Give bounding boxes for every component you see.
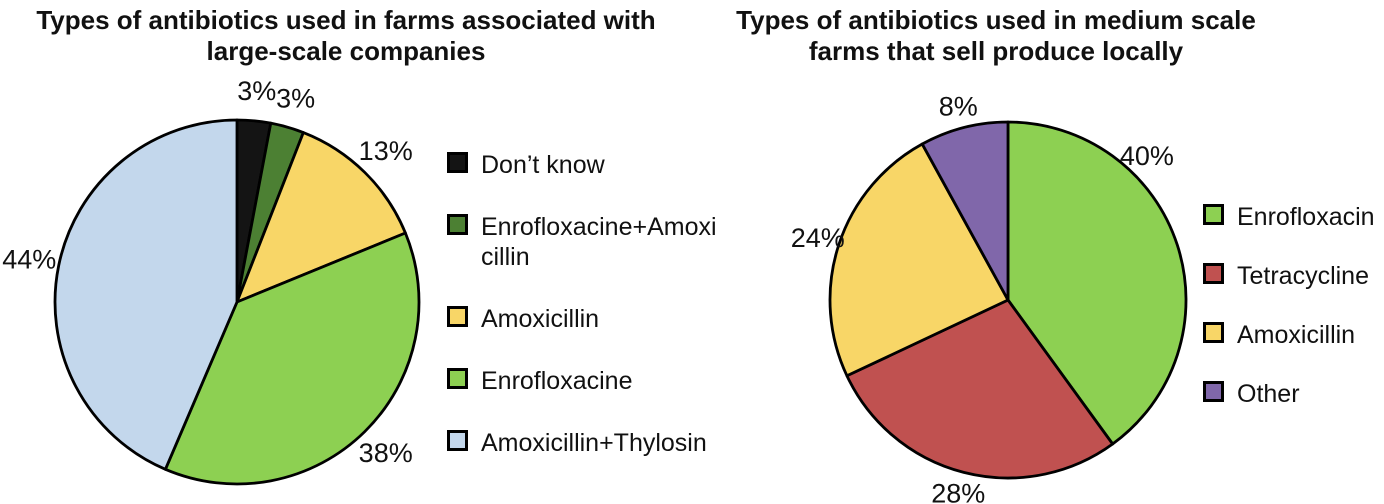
percent-label: 38%	[359, 438, 413, 468]
legend-label: Enrofloxacine	[481, 367, 633, 395]
legend-label: Don’t know	[481, 151, 605, 179]
legend-swatch	[447, 152, 468, 173]
percent-label: 13%	[359, 136, 413, 166]
legend-swatch	[1203, 322, 1224, 343]
pie-chart: 3% 3% 13% 38% 44%	[2, 76, 421, 486]
legend-label: Tetracycline	[1237, 262, 1369, 290]
percent-label: 3%	[276, 83, 315, 113]
percent-label: 28%	[931, 479, 985, 504]
legend-item: Amoxicillin	[447, 304, 717, 334]
legend-item: Enrofloxacin	[1203, 202, 1375, 232]
legend-swatch	[447, 214, 468, 235]
percent-label: 40%	[1120, 141, 1174, 171]
chart-title: Types of antibiotics used in farms assoc…	[36, 5, 656, 66]
pie-slice-2	[845, 298, 1115, 480]
legend-item: Enrofloxacine+Amoxi cillin	[447, 212, 717, 272]
pie-slice-5	[53, 118, 239, 471]
chart-title: Types of antibiotics used in medium scal…	[736, 5, 1256, 66]
legend-label: Enrofloxacine+Amoxi cillin	[481, 213, 717, 271]
pie-slice-3	[235, 131, 407, 304]
pie-chart: 40% 28% 24% 8%	[791, 91, 1188, 504]
legend-label: Other	[1237, 380, 1300, 408]
chart-large-scale-farms: Types of antibiotics used in farms assoc…	[2, 5, 717, 486]
legend-swatch	[1203, 263, 1224, 284]
legend-swatch	[447, 368, 468, 389]
legend-label: Amoxicillin+Thylosin	[481, 429, 707, 457]
pie-slice-3	[828, 142, 1010, 378]
legend-swatch	[1203, 204, 1224, 225]
chart-medium-scale-farms: Types of antibiotics used in medium scal…	[692, 0, 1384, 504]
legend-item: Don’t know	[447, 150, 717, 180]
legend-swatch	[447, 430, 468, 451]
legend-label: Enrofloxacin	[1237, 203, 1375, 231]
legend-item: Enrofloxacine	[447, 366, 717, 396]
legend-item: Other	[1203, 379, 1375, 409]
legend-label: Amoxicillin	[1237, 321, 1356, 349]
legend-swatch	[1203, 381, 1224, 402]
legend-item: Tetracycline	[1203, 261, 1375, 291]
pie-slice-1	[1006, 120, 1188, 446]
percent-label: 44%	[2, 244, 56, 274]
pie-slice-4	[920, 120, 1010, 302]
percent-label: 3%	[237, 76, 276, 106]
pie-slice-4	[164, 231, 421, 486]
legend-swatch	[447, 306, 468, 327]
legend-label: Amoxicillin	[481, 305, 600, 333]
legend: Don’t know Enrofloxacine+Amoxi cillin Amox…	[447, 150, 717, 458]
legend: Enrofloxacin Tetracycline Amoxicillin Other	[1203, 202, 1375, 409]
percent-label: 24%	[791, 223, 845, 253]
legend-item: Amoxicillin+Thylosin	[447, 428, 717, 458]
legend-item: Amoxicillin	[1203, 320, 1375, 350]
percent-label: 8%	[939, 91, 978, 121]
